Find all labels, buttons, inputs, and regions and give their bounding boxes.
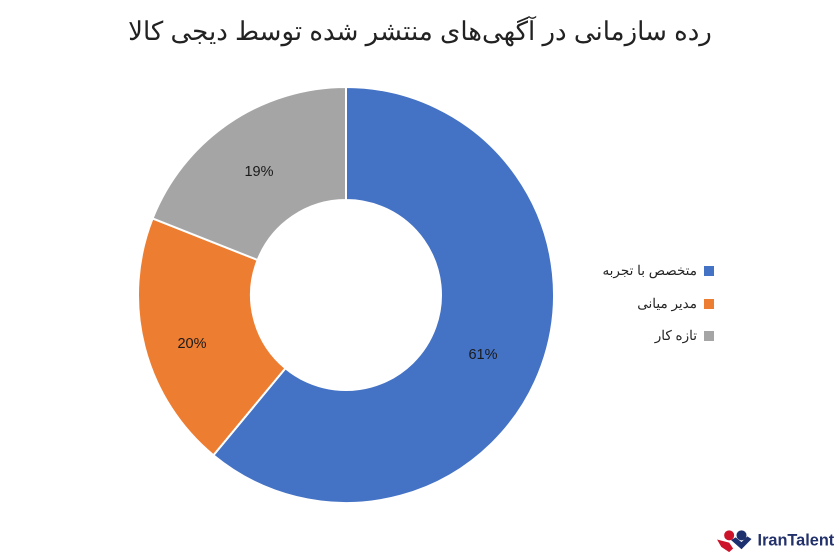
- svg-text:IranTalent: IranTalent: [758, 531, 835, 549]
- svg-text:20%: 20%: [177, 336, 206, 352]
- svg-text:19%: 19%: [244, 164, 273, 180]
